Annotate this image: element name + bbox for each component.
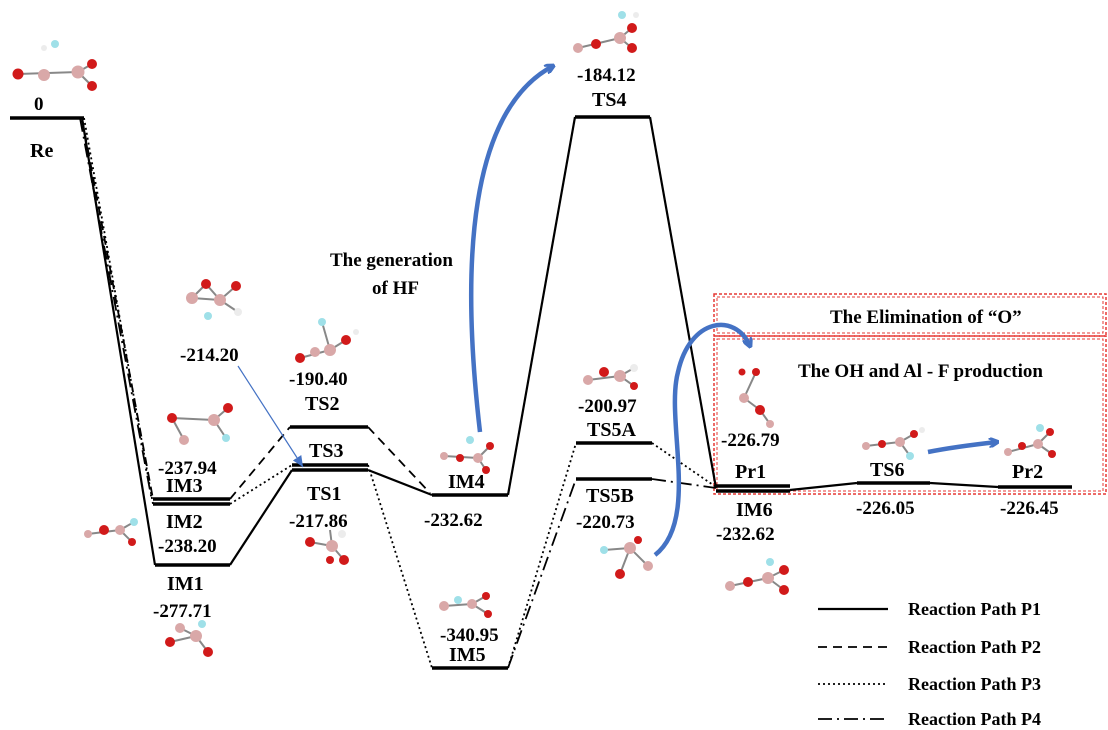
energy-pr1: -226.79: [721, 430, 780, 451]
energy-ts5a: -200.97: [578, 396, 637, 417]
label-im6: IM6: [736, 499, 773, 521]
molecule-im5: [439, 592, 492, 618]
annotation-elimination: The Elimination of “O”: [830, 307, 1022, 328]
path-p2: [81, 117, 431, 500]
energy-pr2: -226.45: [1000, 498, 1059, 519]
energy-ts3: -214.20: [180, 345, 239, 366]
elimination-box-inner: [716, 296, 1104, 334]
molecule-ts2: [295, 318, 359, 363]
energy-ts5b: -220.73: [576, 512, 635, 533]
molecule-ts3: [186, 279, 242, 320]
energy-im3: -237.94: [158, 458, 217, 479]
energy-ts2: -190.40: [289, 369, 348, 390]
energy-ts1: -217.86: [289, 511, 348, 532]
arrow-ts3-structure: [237, 365, 304, 468]
molecule-re: [12, 40, 97, 91]
label-ts5b: TS5B: [586, 485, 634, 507]
molecule-im3: [167, 403, 233, 445]
energy-im5: -340.95: [440, 625, 499, 646]
label-ts3: TS3: [309, 440, 343, 462]
energy-im2: -238.20: [158, 536, 217, 557]
label-ts6: TS6: [870, 459, 904, 481]
molecule-ts5a: [583, 364, 638, 390]
energy-re: 0: [34, 94, 44, 115]
energy-ts4: -184.12: [577, 65, 636, 86]
label-pr2: Pr2: [1012, 461, 1043, 483]
annotation-hf-2: of HF: [372, 278, 419, 299]
legend-label-p1: Reaction Path P1: [908, 599, 1041, 619]
label-re: Re: [30, 140, 53, 162]
label-ts5a: TS5A: [587, 419, 636, 441]
legend-label-p3: Reaction Path P3: [908, 674, 1041, 694]
molecule-im6: [725, 558, 789, 595]
energy-im1: -277.71: [153, 601, 212, 622]
energy-levels: [10, 115, 1072, 670]
molecule-ts4: [573, 11, 639, 53]
production-box: [713, 335, 1107, 495]
molecule-ts6: [862, 427, 925, 460]
path-p4: [79, 117, 717, 669]
molecule-ts1: [305, 529, 349, 565]
label-im3: IM3: [166, 475, 203, 497]
molecule-pr2: [1004, 424, 1056, 458]
label-ts2: TS2: [305, 393, 339, 415]
legend-label-p4: Reaction Path P4: [908, 709, 1041, 729]
arrow-im4-to-ts4: [468, 66, 553, 433]
energy-im4: -232.62: [424, 510, 483, 531]
label-im4: IM4: [448, 471, 485, 493]
molecule-im4: [440, 436, 494, 474]
legend: Reaction Path P1 Reaction Path P2 Reacti…: [818, 599, 1041, 729]
annotation-hf-1: The generation: [330, 250, 453, 271]
label-im2: IM2: [166, 511, 203, 533]
label-im1: IM1: [167, 573, 204, 595]
production-box-inner: [716, 338, 1104, 492]
molecule-ts5b: [600, 536, 653, 579]
annotation-oh-production: The OH and Al - F production: [798, 361, 1043, 382]
label-pr1: Pr1: [735, 461, 766, 483]
label-ts4: TS4: [592, 89, 626, 111]
molecule-im1: [165, 620, 213, 657]
energy-ts6: -226.05: [856, 498, 915, 519]
label-ts1: TS1: [307, 483, 341, 505]
legend-label-p2: Reaction Path P2: [908, 637, 1041, 657]
path-p3: [83, 117, 717, 669]
label-im5: IM5: [449, 644, 486, 666]
molecule-pr1: [738, 368, 774, 428]
energy-im6: -232.62: [716, 524, 775, 545]
arrow-ts6-to-pr2: [927, 442, 997, 455]
arrow-ts5b-to-pr1: [653, 322, 750, 557]
molecule-im2: [84, 518, 138, 546]
path-p1: [80, 116, 999, 566]
